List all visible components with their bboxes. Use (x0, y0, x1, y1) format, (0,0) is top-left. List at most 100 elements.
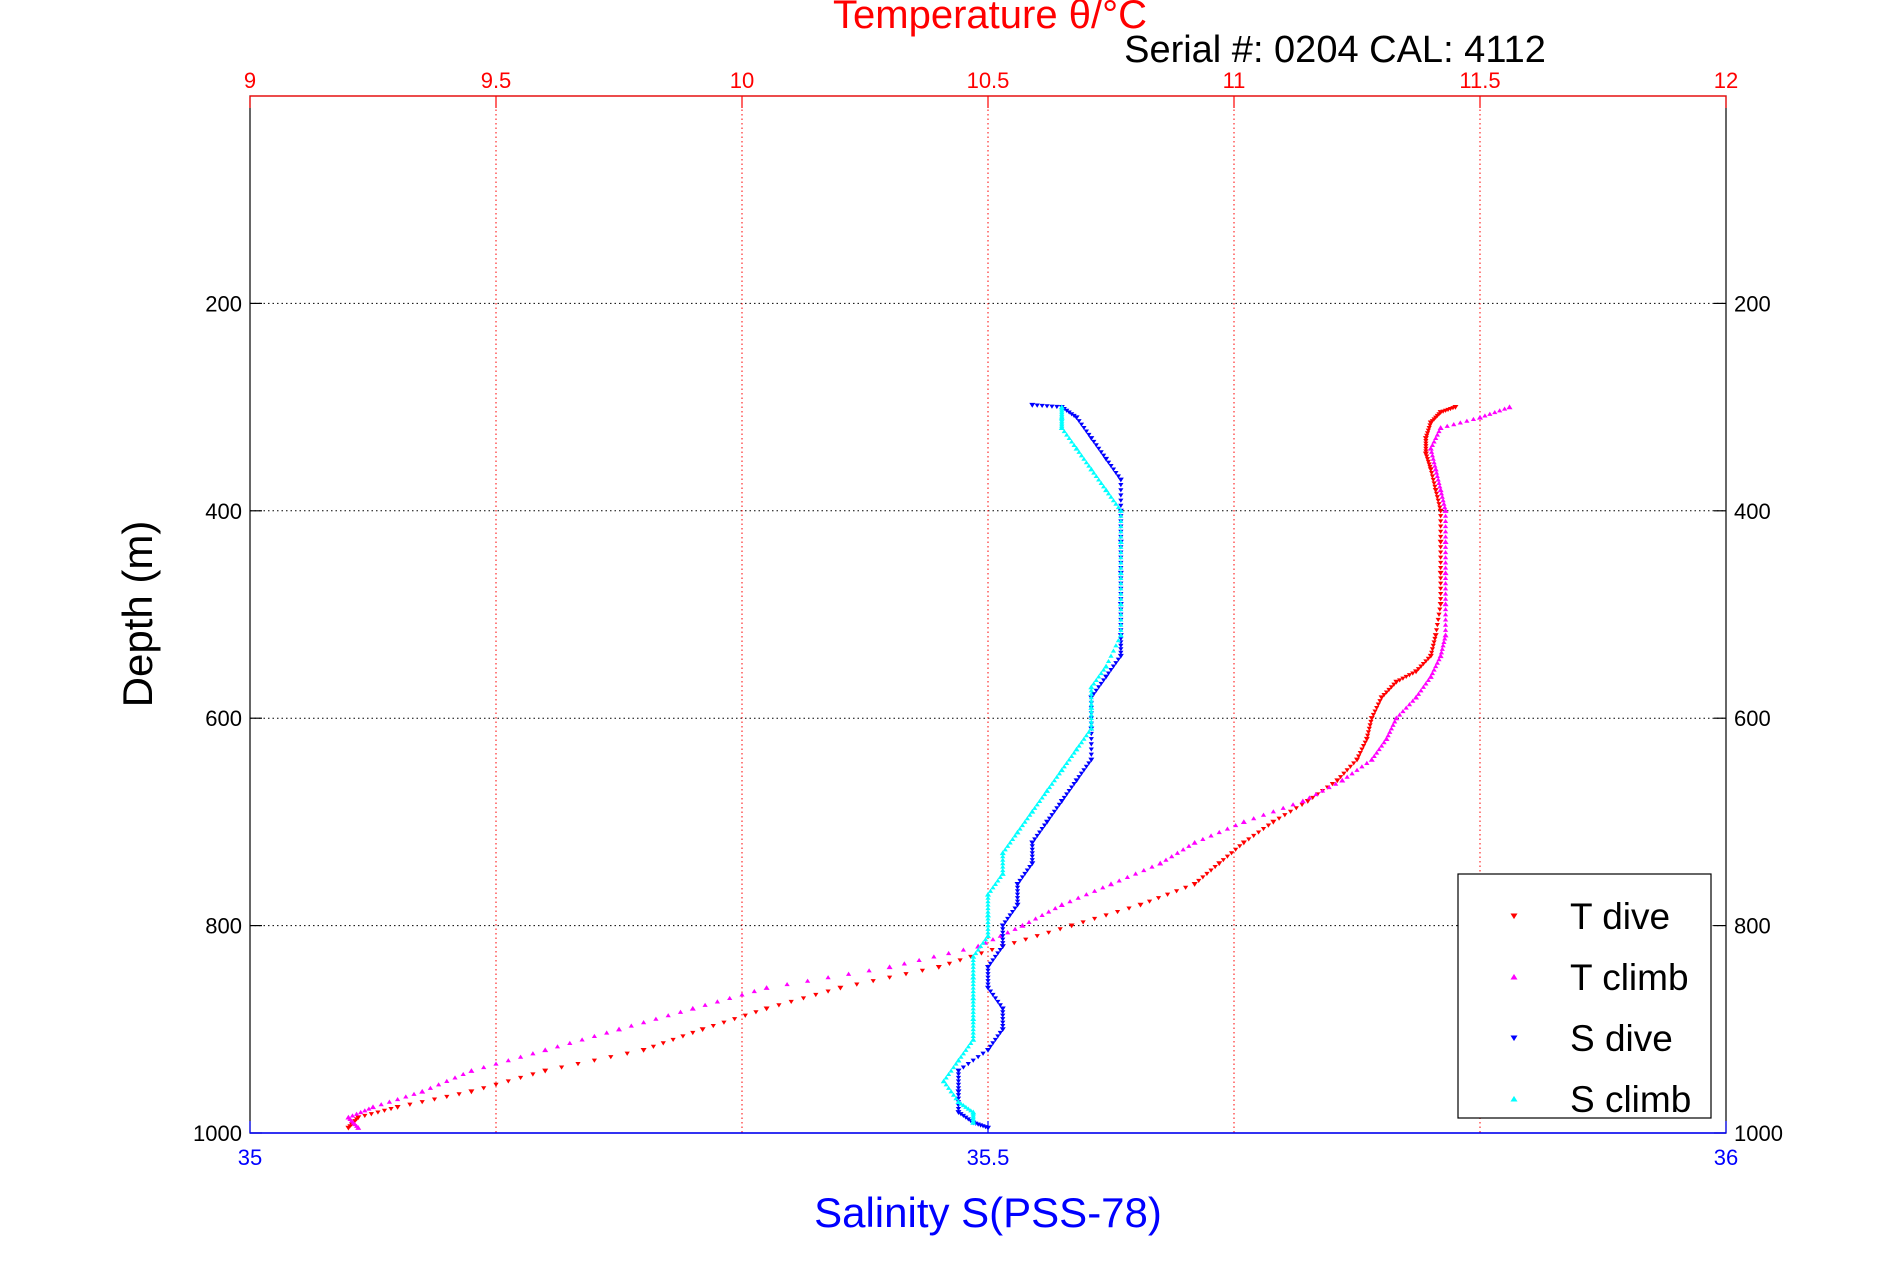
y-axis-label: Depth (m) (114, 521, 161, 708)
data-point (505, 1079, 511, 1084)
data-point (916, 957, 922, 962)
data-point (957, 958, 963, 963)
data-point (970, 961, 976, 966)
data-point (866, 968, 872, 973)
data-point (919, 968, 925, 973)
data-point (1413, 694, 1420, 700)
data-point (997, 1003, 1003, 1008)
data-point (1437, 653, 1444, 659)
data-point (1444, 423, 1450, 428)
data-point (1091, 681, 1097, 686)
data-point (1442, 549, 1449, 555)
data-point (987, 888, 994, 893)
data-point (1349, 771, 1355, 776)
data-point (1014, 902, 1021, 908)
data-point (1096, 685, 1102, 690)
data-point (946, 950, 952, 956)
data-point (1115, 638, 1121, 643)
data-point (1437, 487, 1444, 493)
data-point (1240, 840, 1247, 846)
data-point (1012, 926, 1018, 931)
data-point (985, 979, 991, 984)
data-point (1058, 767, 1065, 773)
data-point (992, 954, 998, 960)
legend-label: S dive (1570, 1018, 1673, 1059)
data-point (1061, 428, 1067, 434)
data-point (1333, 781, 1339, 786)
data-point (805, 978, 811, 983)
data-point (362, 1113, 368, 1119)
data-point (970, 988, 976, 994)
data-point (608, 1055, 614, 1060)
data-point (1007, 913, 1013, 918)
data-point (1052, 905, 1058, 911)
data-point (1118, 612, 1124, 617)
data-point (640, 1047, 647, 1053)
data-point (579, 1037, 585, 1042)
data-point (710, 1024, 716, 1029)
data-point (1086, 432, 1092, 438)
data-point (935, 964, 942, 970)
data-point (1251, 833, 1257, 839)
data-point (1436, 657, 1442, 662)
data-point (1071, 782, 1077, 787)
y-tick-label: 800 (205, 914, 242, 939)
data-point (1438, 591, 1444, 597)
data-point (1440, 498, 1446, 503)
data-point (970, 1026, 976, 1032)
data-point (1334, 778, 1341, 784)
data-point (1434, 623, 1440, 628)
data-point (1039, 403, 1045, 409)
data-point (1438, 597, 1444, 602)
data-point (1022, 819, 1028, 824)
data-point (604, 1030, 610, 1035)
data-point (1105, 460, 1112, 465)
data-point (1051, 809, 1058, 814)
data-point (960, 1065, 966, 1070)
data-point (493, 1061, 499, 1066)
data-point (1415, 691, 1422, 696)
data-point (1427, 467, 1434, 473)
data-point (1438, 534, 1444, 540)
data-point (955, 1072, 962, 1077)
data-point (559, 1065, 565, 1070)
data-point (1105, 658, 1112, 663)
data-point (1423, 446, 1429, 451)
data-point (1088, 747, 1094, 752)
data-point (1200, 836, 1206, 842)
data-point (1022, 871, 1028, 877)
data-point (1113, 661, 1119, 666)
data-point (999, 871, 1006, 876)
data-point (1497, 408, 1503, 413)
data-point (1110, 467, 1117, 472)
data-point (980, 1051, 986, 1056)
data-point (958, 1101, 964, 1106)
data-point (1000, 927, 1006, 932)
data-point (1433, 470, 1440, 475)
data-point (955, 1079, 962, 1084)
data-point (1431, 460, 1437, 465)
data-point (1429, 670, 1436, 676)
data-point (1002, 847, 1008, 852)
data-point (1438, 545, 1444, 550)
data-point (1103, 487, 1110, 493)
data-point (1430, 477, 1436, 483)
y-tick-label-right: 600 (1734, 706, 1771, 731)
data-point (965, 1117, 971, 1122)
data-point (1429, 442, 1436, 447)
data-point (955, 1099, 962, 1104)
data-point (1256, 830, 1262, 835)
data-point (362, 1108, 368, 1113)
data-point (1103, 456, 1110, 462)
data-point (1076, 775, 1082, 780)
data-point (1427, 674, 1434, 679)
data-point (825, 989, 831, 994)
data-point (1391, 682, 1397, 687)
data-point (591, 1058, 597, 1063)
data-point (419, 1088, 426, 1094)
data-point (970, 1020, 976, 1025)
data-point (1415, 667, 1422, 672)
data-point (739, 992, 745, 997)
data-point (1442, 636, 1448, 641)
data-point (1086, 761, 1092, 766)
